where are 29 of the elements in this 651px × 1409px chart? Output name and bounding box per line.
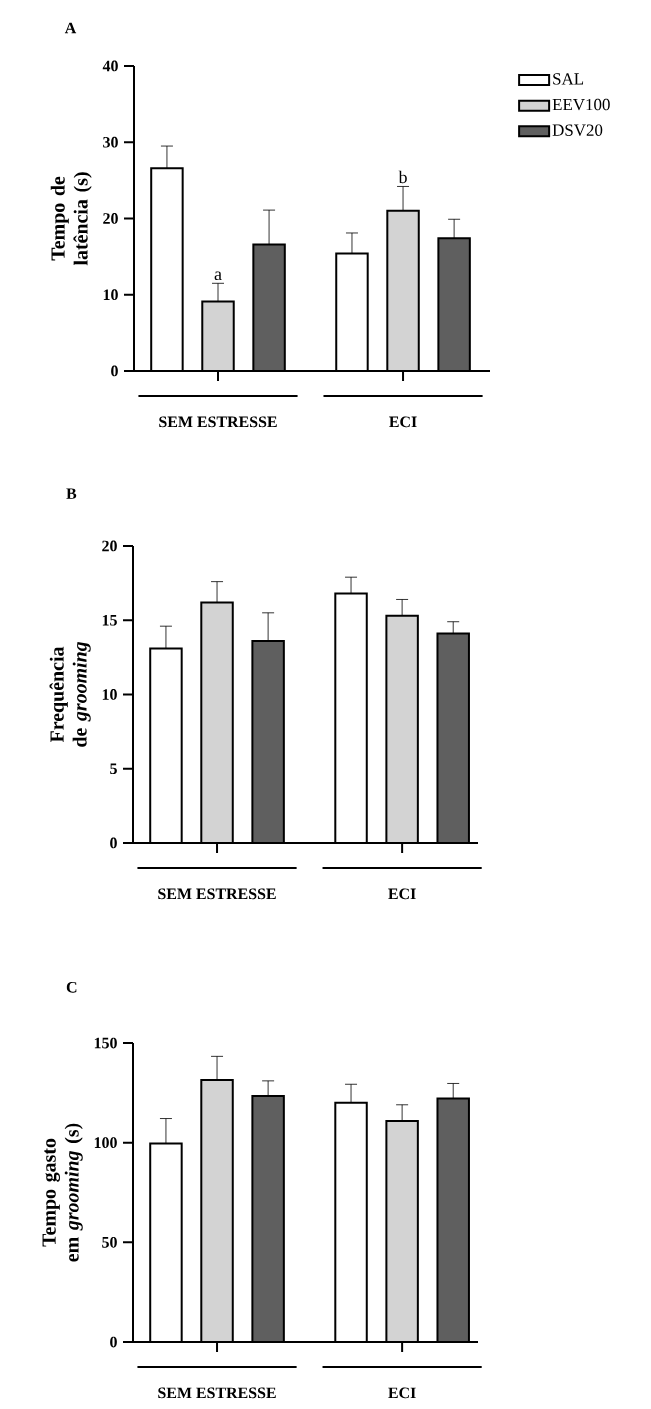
- y-tick-label: 15: [102, 614, 117, 626]
- y-tick-label: 50: [102, 1236, 117, 1248]
- y-tick-label: 20: [102, 540, 117, 552]
- y-tick-label: 5: [110, 763, 117, 775]
- x-tick-label: ECI: [389, 416, 417, 428]
- legend-label: DSV20: [552, 124, 603, 136]
- x-tick-label: ECI: [388, 1387, 416, 1399]
- y-tick-label: 30: [103, 136, 118, 148]
- y-axis-title: Tempo de latência (s): [50, 172, 92, 266]
- chart-title: C: [66, 981, 77, 993]
- annotation: b: [398, 170, 407, 184]
- y-tick-label: 150: [94, 1037, 117, 1049]
- chart-title: B: [66, 488, 77, 499]
- x-tick-label: SEM ESTRESSE: [159, 416, 277, 428]
- x-tick-label: SEM ESTRESSE: [158, 888, 276, 900]
- x-tick-label: SEM ESTRESSE: [158, 1387, 276, 1399]
- legend-label: SAL: [553, 73, 584, 85]
- y-tick-label: 0: [110, 1336, 117, 1348]
- legend-label: EEV100: [552, 98, 610, 111]
- x-tick-label: ECI: [388, 888, 416, 900]
- y-tick-label: 0: [110, 837, 117, 849]
- y-tick-label: 10: [103, 289, 118, 301]
- y-tick-label: 100: [94, 1137, 117, 1149]
- y-tick-label: 0: [111, 365, 118, 377]
- chart-title: A: [64, 22, 77, 34]
- y-tick-label: 20: [103, 213, 118, 224]
- y-tick-label: 40: [102, 60, 118, 72]
- annotation: a: [214, 271, 222, 281]
- y-tick-label: 10: [102, 689, 117, 700]
